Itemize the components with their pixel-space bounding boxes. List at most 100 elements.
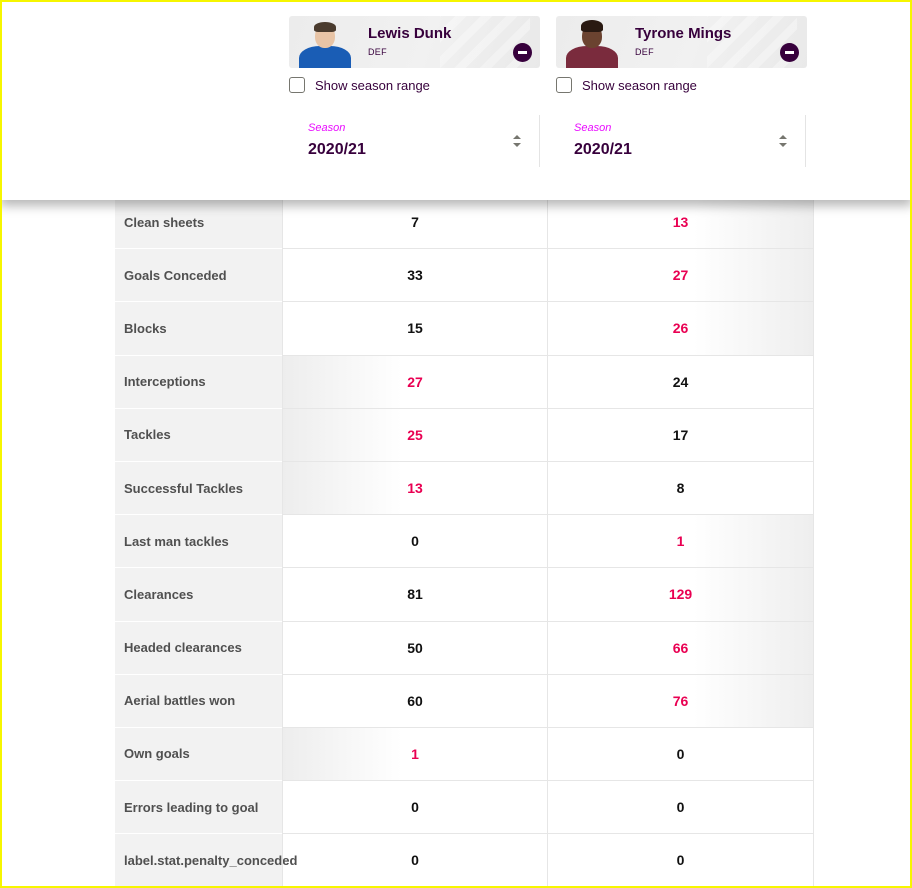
stat-value-left: 25 — [282, 408, 548, 462]
table-row: Tackles 25 17 — [115, 408, 814, 462]
stat-value-left: 0 — [282, 781, 548, 835]
stat-value-right-text: 27 — [672, 267, 689, 284]
stat-value-right-text: 8 — [676, 480, 685, 497]
season-range-label-left: Show season range — [315, 77, 430, 93]
remove-circle-icon — [785, 51, 794, 54]
stat-value-left: 60 — [282, 674, 548, 728]
stat-value-left-text: 0 — [411, 799, 419, 816]
remove-player-left-button[interactable] — [513, 43, 532, 62]
stat-value-left-text: 13 — [407, 480, 423, 497]
stat-value-right: 0 — [548, 781, 814, 835]
stat-value-left: 0 — [282, 515, 548, 569]
sort-arrows-icon — [779, 135, 787, 147]
stat-label: Clean sheets — [115, 196, 282, 250]
stat-value-right-text: 17 — [672, 426, 689, 443]
stat-value-left-text: 1 — [411, 745, 419, 762]
stat-value-left: 15 — [282, 302, 548, 356]
stat-value-right-text: 24 — [672, 373, 689, 390]
season-range-toggle-left[interactable]: Show season range — [289, 77, 430, 93]
stat-value-right-text: 0 — [676, 852, 685, 869]
stat-value-right: 129 — [548, 568, 814, 622]
stat-value-left: 13 — [282, 461, 548, 516]
table-row: Own goals 1 0 — [115, 727, 814, 782]
stat-value-left-text: 25 — [407, 426, 423, 443]
stat-value-right-text: 13 — [672, 214, 689, 231]
stat-value-right: 24 — [548, 355, 814, 409]
season-select-right[interactable]: Season 2020/21 — [566, 115, 806, 167]
stat-label: Own goals — [115, 727, 282, 782]
season-range-label-right: Show season range — [582, 77, 697, 93]
stat-value-left: 7 — [282, 196, 548, 250]
comparison-header: Lewis Dunk DEF Tyrone Mings DEF Show sea… — [0, 0, 912, 200]
stat-label: Headed clearances — [115, 621, 282, 675]
stat-value-right: 26 — [548, 302, 814, 356]
stat-value-right: 13 — [548, 196, 814, 250]
season-select-left[interactable]: Season 2020/21 — [300, 115, 540, 167]
season-range-checkbox-left[interactable] — [289, 77, 305, 93]
stat-value-right-text: 76 — [672, 692, 689, 709]
player-photo-left — [295, 20, 353, 68]
stat-value-left: 81 — [282, 568, 548, 622]
stat-value-right-text: 1 — [676, 533, 685, 550]
player-position-left: DEF — [368, 47, 387, 57]
stat-value-left: 33 — [282, 249, 548, 303]
table-row: Blocks 15 26 — [115, 302, 814, 356]
player-photo-right — [562, 20, 620, 68]
stat-value-right: 1 — [548, 515, 814, 569]
stat-value-left-text: 0 — [411, 852, 419, 869]
stat-label: Errors leading to goal — [115, 781, 282, 835]
stat-label: Clearances — [115, 568, 282, 622]
table-row: Errors leading to goal 0 0 — [115, 781, 814, 835]
stat-value-right-text: 66 — [672, 639, 689, 656]
player-position-right: DEF — [635, 47, 654, 57]
season-range-checkbox-right[interactable] — [556, 77, 572, 93]
stat-value-left-text: 7 — [411, 214, 419, 231]
player-name-left: Lewis Dunk — [368, 25, 452, 42]
stat-value-right-text: 26 — [672, 320, 689, 337]
remove-circle-icon — [518, 51, 527, 54]
table-row: Headed clearances 50 66 — [115, 621, 814, 675]
season-value-right: 2020/21 — [574, 141, 632, 158]
stat-value-right: 0 — [548, 727, 814, 782]
stat-value-left: 1 — [282, 727, 548, 782]
stat-value-right-text: 0 — [676, 799, 685, 816]
table-row: Interceptions 27 24 — [115, 355, 814, 409]
season-caption-right: Season — [574, 122, 612, 134]
season-value-left: 2020/21 — [308, 141, 366, 158]
table-row: Successful Tackles 13 8 — [115, 461, 814, 516]
player-name-right: Tyrone Mings — [635, 25, 732, 42]
season-range-toggle-right[interactable]: Show season range — [556, 77, 697, 93]
table-row: Clean sheets 7 13 — [115, 196, 814, 250]
stat-label: label.stat.penalty_conceded — [115, 834, 297, 888]
stat-value-right: 17 — [548, 408, 814, 462]
stat-label: Last man tackles — [115, 515, 282, 569]
stat-value-left-text: 27 — [407, 373, 423, 390]
stat-value-right: 27 — [548, 249, 814, 303]
stat-value-right: 8 — [548, 461, 814, 516]
player-card-right[interactable]: Tyrone Mings DEF — [556, 16, 807, 68]
stat-value-right-text: 0 — [676, 745, 685, 762]
stat-value-left-text: 0 — [411, 533, 419, 550]
stats-comparison-table: Clean sheets 7 13 Goals Conceded 33 27 Blocks 1… — [115, 196, 814, 888]
stat-label: Blocks — [115, 302, 282, 356]
stat-value-left-text: 33 — [407, 267, 423, 284]
season-caption-left: Season — [308, 122, 346, 134]
stat-label: Tackles — [115, 408, 282, 462]
table-row: label.stat.penalty_conceded 0 0 — [115, 834, 814, 888]
sort-arrows-icon — [513, 135, 521, 147]
stat-label: Successful Tackles — [115, 461, 282, 516]
stat-label: Goals Conceded — [115, 249, 282, 303]
stat-label: Interceptions — [115, 355, 282, 409]
stat-value-left: 50 — [282, 621, 548, 675]
stat-value-left: 0 — [282, 834, 548, 888]
table-row: Aerial battles won 60 76 — [115, 674, 814, 728]
stat-value-left-text: 81 — [407, 586, 423, 603]
player-card-left[interactable]: Lewis Dunk DEF — [289, 16, 540, 68]
stat-value-left-text: 50 — [407, 639, 423, 656]
table-row: Goals Conceded 33 27 — [115, 249, 814, 303]
table-row: Clearances 81 129 — [115, 568, 814, 622]
stat-value-left-text: 60 — [407, 692, 423, 709]
stat-value-right: 76 — [548, 674, 814, 728]
remove-player-right-button[interactable] — [780, 43, 799, 62]
stat-value-right: 66 — [548, 621, 814, 675]
